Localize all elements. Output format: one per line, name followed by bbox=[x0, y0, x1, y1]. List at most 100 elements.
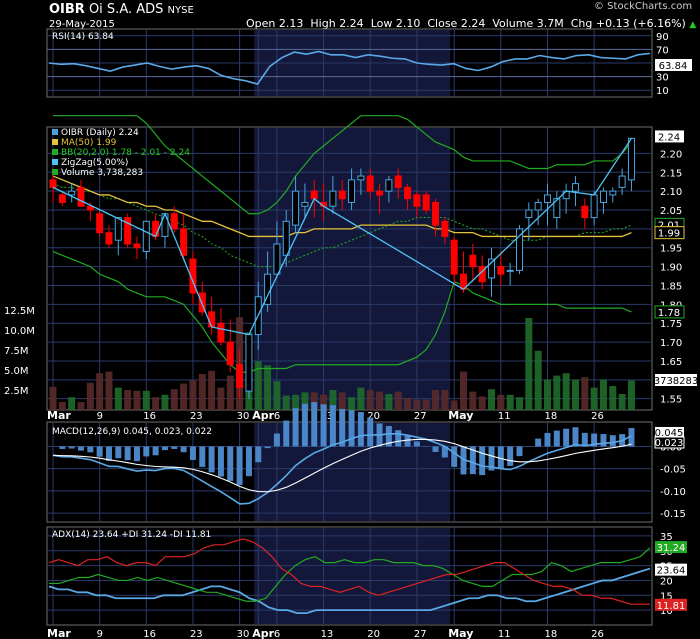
macd-histogram-bar bbox=[385, 426, 392, 447]
adx-tick-label: 15 bbox=[660, 591, 673, 602]
price-tick-label: 2.20 bbox=[660, 149, 682, 160]
price-tick-label: 2.15 bbox=[660, 168, 682, 179]
macd-histogram-bar bbox=[161, 446, 168, 451]
x-axis-label-0: 18 bbox=[544, 411, 557, 422]
macd-tick-label: -0.05 bbox=[660, 465, 686, 476]
volume-bar bbox=[376, 391, 384, 410]
macd-histogram-bar bbox=[105, 446, 112, 461]
zigzag-line bbox=[52, 137, 633, 336]
macd-histogram-bar bbox=[264, 446, 271, 449]
candle-body bbox=[49, 179, 57, 188]
macd-histogram-bar bbox=[479, 446, 486, 476]
volume-bar bbox=[217, 387, 225, 410]
volume-bar bbox=[543, 379, 551, 410]
macd-histogram-bar bbox=[339, 408, 346, 447]
macd-last-label: 0.045 bbox=[655, 428, 684, 439]
candle-body bbox=[236, 364, 244, 388]
adx-tick-label: 10 bbox=[660, 606, 673, 617]
macd-histogram-bar bbox=[320, 404, 327, 447]
volume-bar bbox=[273, 381, 281, 410]
bb-lower-line bbox=[52, 250, 632, 373]
close-price-badge bbox=[655, 130, 684, 143]
candle-body bbox=[357, 175, 365, 181]
macd-histogram-bar bbox=[245, 446, 252, 477]
macd-histogram-bar bbox=[171, 446, 178, 449]
macd-histogram-bar bbox=[404, 435, 411, 447]
volume-bar bbox=[599, 379, 607, 410]
legend-swatch bbox=[52, 149, 58, 155]
macd-histogram-bar bbox=[180, 446, 187, 453]
candle-body bbox=[590, 194, 598, 219]
x-axis-label-1: 18 bbox=[544, 629, 557, 639]
volume-bar bbox=[198, 374, 206, 410]
change-value: +0.13 (+6.16%) bbox=[595, 17, 686, 30]
volume-bar bbox=[432, 390, 440, 410]
candle-body bbox=[142, 220, 150, 253]
volume-bar bbox=[254, 361, 262, 410]
macd-histogram-bar bbox=[143, 446, 150, 457]
candle-body bbox=[618, 175, 626, 188]
macd-histogram-bar bbox=[451, 446, 458, 467]
macd-histogram-bar bbox=[255, 446, 262, 463]
price-tick-label: 2.10 bbox=[660, 187, 682, 198]
volume-bar bbox=[497, 394, 505, 410]
volume-tick-label: 12.5M bbox=[4, 306, 35, 317]
rsi-last-label: 63.84 bbox=[659, 61, 688, 72]
candle-body bbox=[105, 232, 113, 245]
volume-bar bbox=[571, 379, 579, 410]
volume-tick-label: 2.5M bbox=[4, 386, 29, 397]
x-axis-label-0: 11 bbox=[498, 411, 511, 422]
volume-bar bbox=[385, 394, 393, 410]
macd-histogram-bar bbox=[189, 446, 196, 460]
minus-di-last-badge bbox=[655, 598, 687, 611]
candle-body bbox=[329, 190, 337, 207]
x-axis-label-0: Apr bbox=[252, 409, 274, 422]
candle-body bbox=[366, 175, 374, 192]
candle-body bbox=[180, 228, 188, 256]
macd-histogram-bar bbox=[441, 446, 448, 458]
adx-last-label: 23.64 bbox=[657, 566, 686, 577]
macd-histogram-bar bbox=[497, 446, 504, 469]
candle-body bbox=[450, 239, 458, 275]
candle-body bbox=[543, 194, 551, 203]
open-value: 2.13 bbox=[278, 17, 304, 30]
x-axis-label-1: 26 bbox=[591, 629, 604, 639]
adx-tick-label: 20 bbox=[660, 576, 673, 587]
candle-body bbox=[516, 228, 523, 271]
volume-bar bbox=[282, 395, 290, 410]
x-axis-label-0: 23 bbox=[190, 411, 203, 422]
bb-mid-label: 2.01 bbox=[658, 220, 680, 231]
exchange: NYSE bbox=[167, 5, 194, 16]
volume-bar bbox=[124, 390, 132, 410]
volume-bar bbox=[329, 390, 337, 410]
volume-bar bbox=[264, 365, 272, 410]
x-axis-label-0: 30 bbox=[237, 411, 250, 422]
macd-tick-label: -0.15 bbox=[660, 509, 686, 520]
shaded-band-adx bbox=[254, 528, 451, 624]
x-axis-label-0: 20 bbox=[367, 411, 380, 422]
macd-histogram-bar bbox=[367, 417, 374, 447]
volume-bar bbox=[310, 392, 318, 410]
volume-last-label: 3738283 bbox=[654, 376, 699, 387]
volume-bar bbox=[441, 390, 449, 410]
x-axis-label-1: 16 bbox=[143, 629, 156, 639]
x-axis-label-0: 26 bbox=[591, 411, 604, 422]
candle-body bbox=[534, 201, 542, 211]
macd-histogram-bar bbox=[227, 446, 234, 481]
volume-bar bbox=[226, 375, 234, 410]
candle-body bbox=[77, 186, 85, 207]
volume-bar bbox=[469, 391, 477, 410]
macd-histogram-bar bbox=[432, 446, 439, 452]
candle-body bbox=[152, 220, 160, 237]
volume-bar bbox=[77, 402, 85, 410]
signal-last-badge bbox=[654, 436, 685, 449]
volume-bar bbox=[301, 392, 309, 410]
volume-bar bbox=[348, 397, 356, 410]
macd-histogram-bar bbox=[59, 446, 66, 449]
volume-bar bbox=[68, 397, 76, 410]
candle-body bbox=[404, 186, 412, 200]
rsi-tick-label: 70 bbox=[656, 45, 669, 56]
adx-title: ADX(14) 23.64 +DI 31.24 -DI 11.81 bbox=[52, 530, 211, 540]
candle-body bbox=[497, 266, 505, 275]
candle-body bbox=[292, 190, 300, 226]
